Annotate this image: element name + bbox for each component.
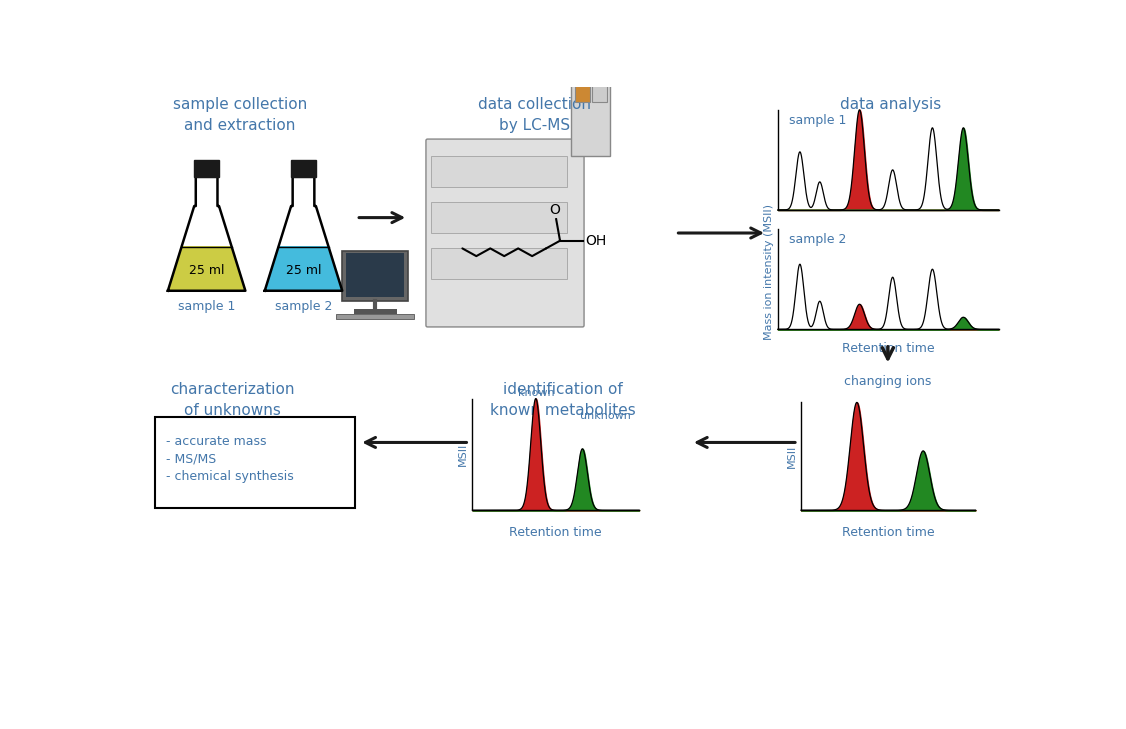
Text: Mass ion intensity (MSII): Mass ion intensity (MSII) — [763, 203, 774, 340]
Text: Retention time: Retention time — [842, 526, 935, 539]
Text: 25 ml: 25 ml — [189, 265, 224, 278]
Text: 25 ml: 25 ml — [286, 265, 321, 278]
Bar — [431, 249, 568, 279]
Polygon shape — [168, 177, 245, 291]
Bar — [431, 156, 568, 187]
Text: changing ions: changing ions — [844, 375, 931, 389]
Text: - chemical synthesis: - chemical synthesis — [166, 470, 293, 483]
Text: - MS/MS: - MS/MS — [166, 453, 216, 465]
FancyBboxPatch shape — [426, 139, 584, 327]
Text: MSII: MSII — [787, 445, 797, 468]
Bar — [574, 68, 590, 102]
Polygon shape — [168, 246, 245, 291]
Text: Retention time: Retention time — [509, 526, 602, 539]
Bar — [431, 202, 568, 233]
Text: OH: OH — [584, 234, 606, 248]
Bar — [336, 314, 414, 319]
Bar — [346, 253, 404, 297]
Bar — [592, 68, 607, 102]
Text: sample collection
and extraction: sample collection and extraction — [172, 98, 307, 133]
Text: - accurate mass: - accurate mass — [166, 434, 266, 448]
Text: identification of
known metabolites: identification of known metabolites — [490, 383, 636, 418]
Bar — [571, 0, 609, 156]
Text: sample 1: sample 1 — [178, 300, 235, 313]
Bar — [342, 251, 408, 301]
Bar — [292, 160, 316, 177]
Text: MSII: MSII — [458, 443, 468, 466]
Bar — [194, 160, 220, 177]
Text: Retention time: Retention time — [841, 343, 935, 355]
FancyBboxPatch shape — [154, 417, 355, 508]
Text: known: known — [518, 388, 554, 398]
Text: unknown: unknown — [580, 411, 631, 421]
Text: O: O — [549, 203, 560, 217]
Text: data analysis: data analysis — [840, 98, 941, 112]
Text: sample 1: sample 1 — [788, 114, 846, 127]
Text: sample 2: sample 2 — [788, 233, 846, 246]
Text: data collection
by LC-MS: data collection by LC-MS — [477, 98, 591, 133]
Polygon shape — [265, 177, 342, 291]
Text: characterization
of unknowns: characterization of unknowns — [170, 383, 295, 418]
Polygon shape — [265, 246, 342, 291]
Text: sample 2: sample 2 — [275, 300, 332, 313]
Bar — [354, 309, 396, 314]
